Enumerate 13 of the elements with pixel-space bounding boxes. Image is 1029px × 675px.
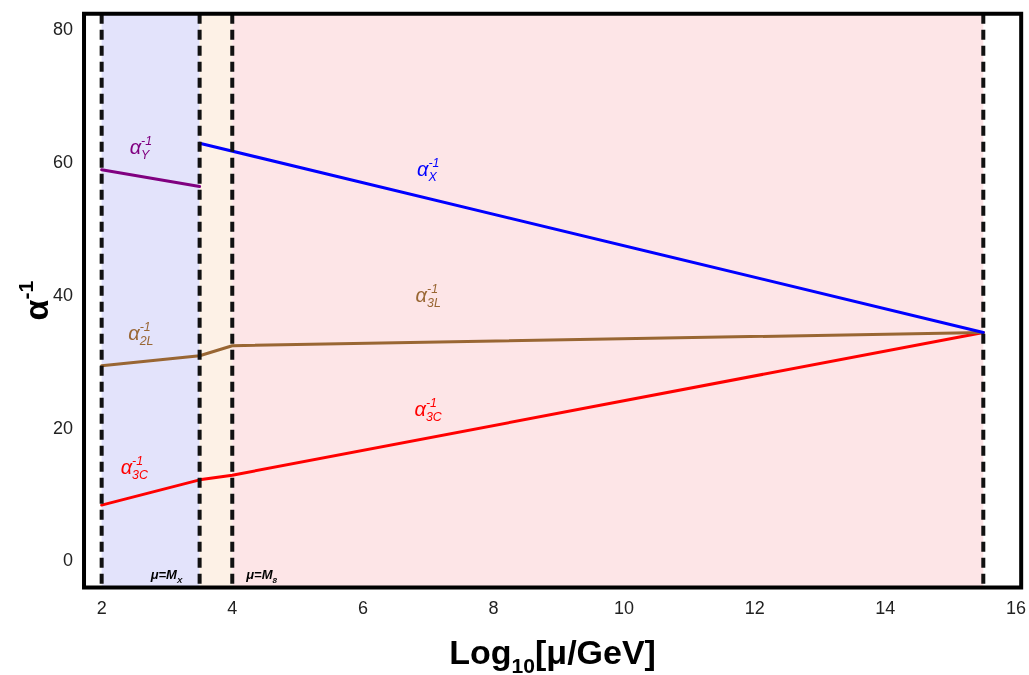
y-tick-label: 80 xyxy=(52,19,74,40)
y-tick-label: 60 xyxy=(52,152,74,173)
x-tick-label: 14 xyxy=(875,598,896,619)
x-tick-label: 16 xyxy=(1005,598,1026,619)
x-tick-label: 10 xyxy=(614,598,635,619)
y-tick-label: 40 xyxy=(52,284,74,305)
x-tick-label: 12 xyxy=(744,598,765,619)
y-tick-label: 20 xyxy=(52,417,74,438)
x-tick-label: 8 xyxy=(488,598,499,619)
x-tick-label: 4 xyxy=(227,598,238,619)
y-tick-label: 0 xyxy=(63,550,74,571)
x-tick-label: 6 xyxy=(357,598,368,619)
x-tick-label: 2 xyxy=(96,598,107,619)
